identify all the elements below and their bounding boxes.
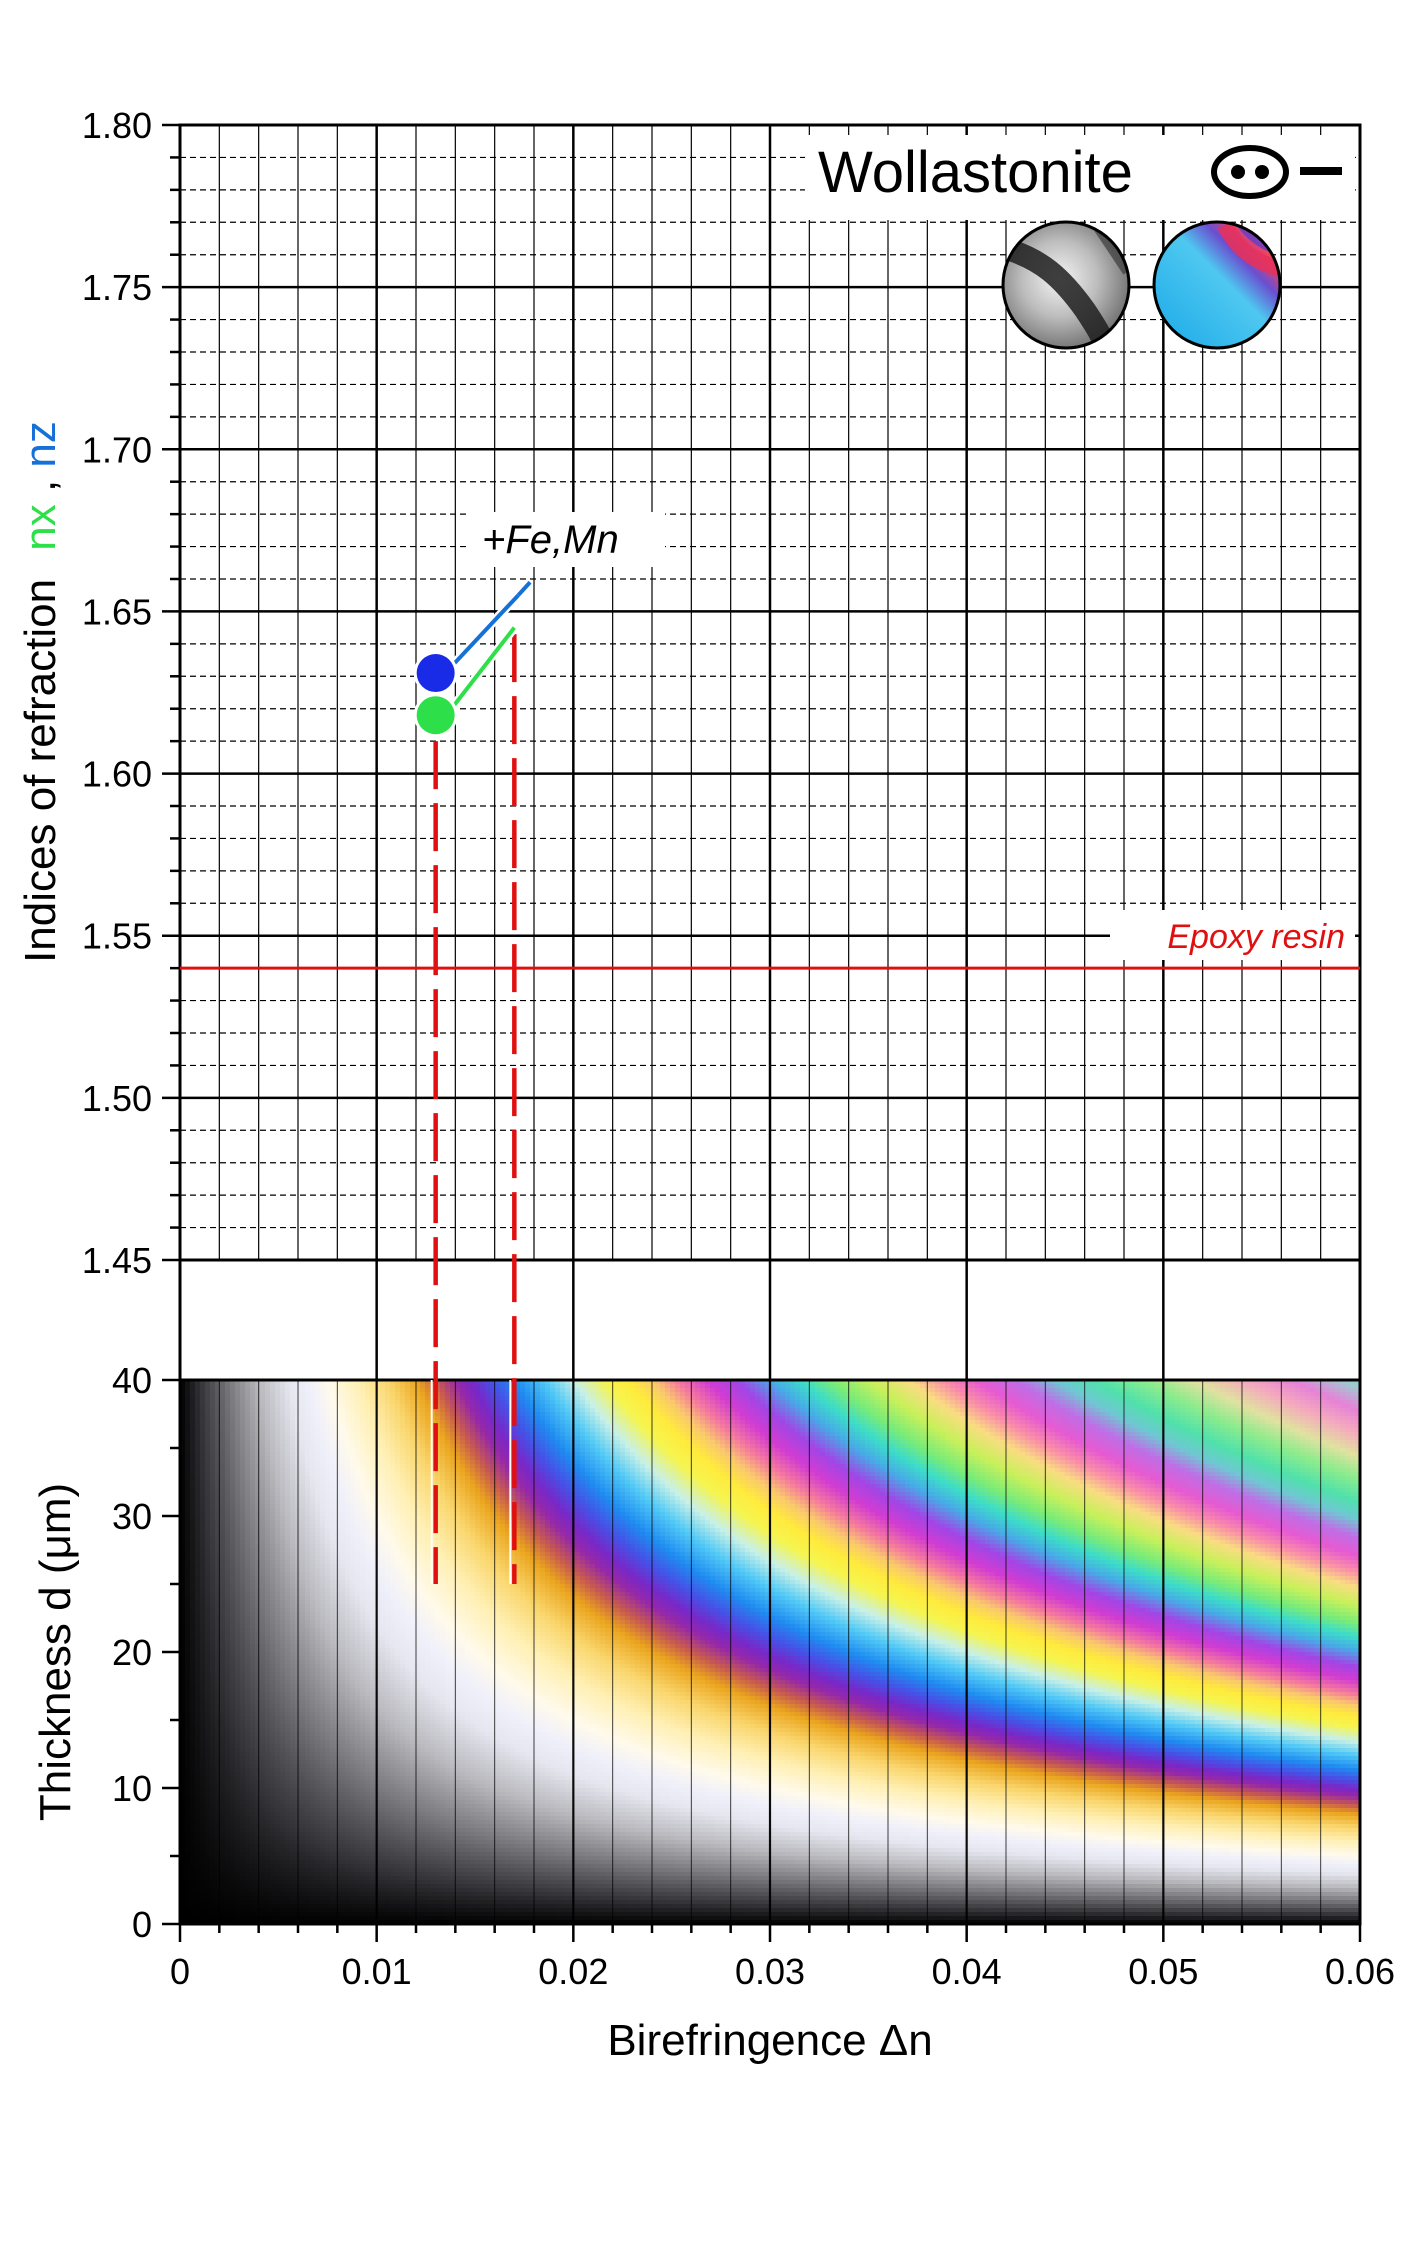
epoxy-resin-label: Epoxy resin bbox=[1167, 918, 1345, 956]
top-y-tick-label: 1.50 bbox=[82, 1078, 152, 1119]
conoscopic-image-gray bbox=[1003, 222, 1130, 360]
nz-point bbox=[417, 654, 455, 692]
top-y-tick-label: 1.45 bbox=[82, 1240, 152, 1281]
chart-title: Wollastonite bbox=[818, 140, 1133, 205]
x-tick-label: 0.06 bbox=[1325, 1951, 1395, 1992]
nx-point bbox=[417, 696, 455, 734]
x-tick-label: 0.01 bbox=[342, 1951, 412, 1992]
x-tick-label: 0 bbox=[170, 1951, 190, 1992]
bottom-y-tick-label: 0 bbox=[132, 1904, 152, 1945]
top-y-tick-label: 1.80 bbox=[82, 105, 152, 146]
top-y-tick-label: 1.60 bbox=[82, 754, 152, 795]
nx-trend bbox=[451, 628, 514, 709]
bottom-y-tick-label: 10 bbox=[112, 1768, 152, 1809]
annotation-pointer bbox=[518, 582, 530, 595]
wollastonite-chart: 1.45 1.50 1.55 1.60 1.65 1.70 1.75 1.80 0 10 20 30… bbox=[0, 0, 1417, 2244]
x-tick-label: 0.02 bbox=[538, 1951, 608, 1992]
top-y-tick-label: 1.55 bbox=[82, 916, 152, 957]
ylabel-prefix: Indices of refraction bbox=[16, 579, 65, 963]
top-y-axis-title: Indices of refraction nx , nz bbox=[16, 421, 65, 963]
bottom-y-tick-label: 20 bbox=[112, 1632, 152, 1673]
bottom-y-tick-labels: 0 10 20 30 40 bbox=[112, 1360, 152, 1945]
ylabel-nx: nx bbox=[16, 504, 65, 550]
conoscopic-image-color bbox=[1154, 222, 1290, 348]
top-y-tick-label: 1.75 bbox=[82, 267, 152, 308]
x-tick-label: 0.03 bbox=[735, 1951, 805, 1992]
fe-mn-annotation: +Fe,Mn bbox=[482, 518, 619, 562]
bottom-y-tick-label: 30 bbox=[112, 1496, 152, 1537]
x-axis-title: Birefringence Δn bbox=[607, 2016, 932, 2065]
ylabel-nz: nz bbox=[16, 421, 65, 467]
bottom-y-axis-title: Thickness d (μm) bbox=[31, 1483, 80, 1821]
top-y-tick-label: 1.65 bbox=[82, 591, 152, 632]
trend-lines bbox=[451, 582, 530, 708]
bottom-y-tick-label: 40 bbox=[112, 1360, 152, 1401]
x-tick-labels: 0 0.01 0.02 0.03 0.04 0.05 0.06 bbox=[170, 1951, 1395, 1992]
x-tick-label: 0.05 bbox=[1128, 1951, 1198, 1992]
top-y-tick-label: 1.70 bbox=[82, 429, 152, 470]
x-tick-label: 0.04 bbox=[932, 1951, 1002, 1992]
data-points bbox=[414, 651, 458, 737]
top-y-tick-labels: 1.45 1.50 1.55 1.60 1.65 1.70 1.75 1.80 bbox=[82, 105, 152, 1281]
